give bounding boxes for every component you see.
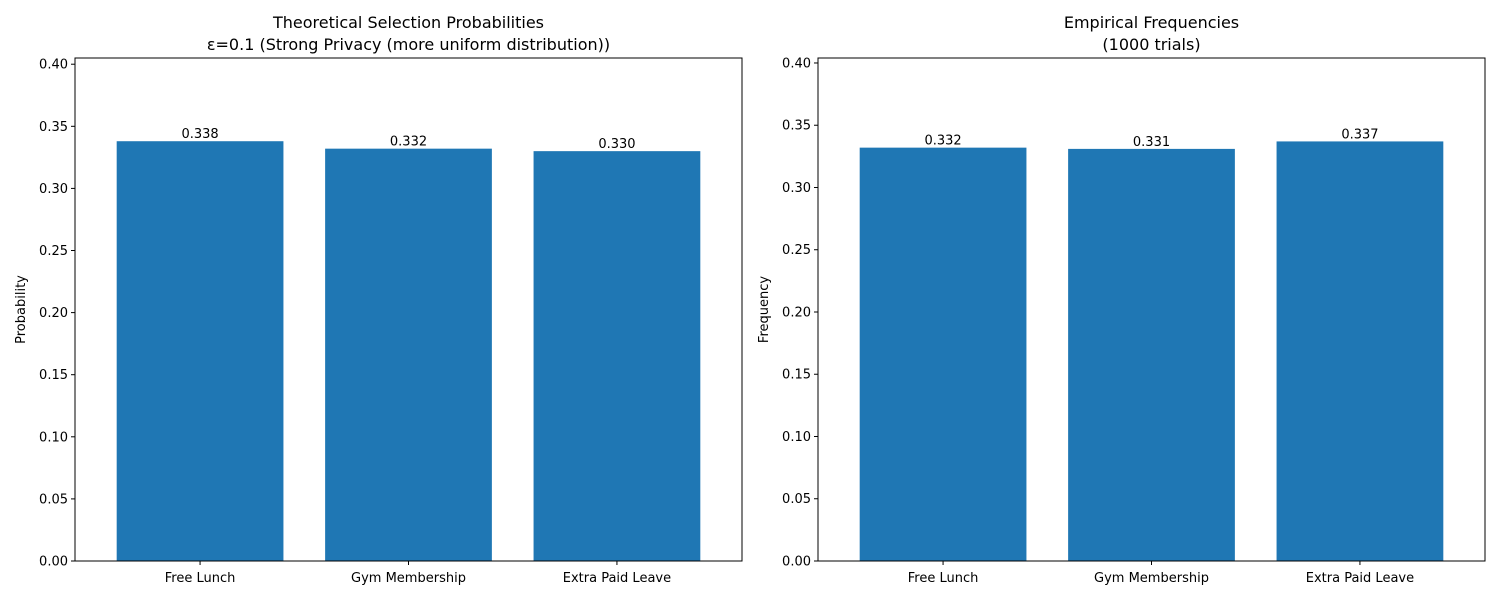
x-tick-label: Gym Membership bbox=[1094, 571, 1209, 586]
y-tick-label: 0.20 bbox=[782, 305, 811, 320]
bar-value-label: 0.330 bbox=[598, 137, 635, 152]
x-tick-label: Gym Membership bbox=[351, 571, 466, 586]
y-tick-label: 0.30 bbox=[782, 181, 811, 196]
y-tick-label: 0.35 bbox=[39, 120, 68, 135]
y-tick-label: 0.15 bbox=[782, 368, 811, 383]
bar bbox=[859, 147, 1027, 562]
bar-value-label: 0.331 bbox=[1133, 135, 1170, 150]
y-tick-label: 0.30 bbox=[39, 182, 68, 197]
y-tick-label: 0.05 bbox=[782, 492, 811, 507]
y-tick-label: 0.00 bbox=[782, 555, 811, 570]
y-tick-label: 0.10 bbox=[39, 430, 68, 445]
bar-value-label: 0.338 bbox=[181, 127, 218, 142]
y-tick-label: 0.25 bbox=[782, 243, 811, 258]
chart-title-line: ε=0.1 (Strong Privacy (more uniform dist… bbox=[207, 35, 610, 54]
y-tick-label: 0.20 bbox=[39, 306, 68, 321]
bar bbox=[325, 148, 492, 562]
bar bbox=[533, 151, 701, 562]
y-tick-label: 0.40 bbox=[39, 58, 68, 73]
y-axis-label: Probability bbox=[14, 275, 29, 344]
x-tick-label: Free Lunch bbox=[908, 571, 979, 586]
bar-value-label: 0.337 bbox=[1341, 127, 1378, 142]
y-tick-label: 0.10 bbox=[782, 430, 811, 445]
chart-empirical-frequencies: Empirical Frequencies (1000 trials) 0.332 0… bbox=[757, 13, 1486, 586]
y-tick-label: 0.15 bbox=[39, 368, 68, 383]
bar bbox=[116, 141, 284, 561]
chart-title-line: (1000 trials) bbox=[1102, 35, 1200, 54]
y-tick-label: 0.05 bbox=[39, 492, 68, 507]
bar bbox=[1068, 148, 1235, 561]
y-tick-label: 0.35 bbox=[782, 119, 811, 134]
y-axis-label: Frequency bbox=[757, 276, 772, 343]
chart-title-line: Theoretical Selection Probabilities bbox=[272, 13, 544, 32]
bar-value-label: 0.332 bbox=[924, 134, 961, 149]
bar-value-label: 0.332 bbox=[390, 135, 427, 150]
chart-theoretical-probabilities: Theoretical Selection Probabilities ε=0.1… bbox=[14, 13, 743, 586]
x-tick-label: Free Lunch bbox=[165, 571, 236, 586]
x-tick-label: Extra Paid Leave bbox=[1306, 571, 1414, 586]
y-tick-label: 0.40 bbox=[782, 56, 811, 71]
y-tick-label: 0.25 bbox=[39, 244, 68, 259]
x-tick-label: Extra Paid Leave bbox=[563, 571, 671, 586]
y-tick-label: 0.00 bbox=[39, 555, 68, 570]
bar bbox=[1276, 141, 1444, 561]
chart-title-line: Empirical Frequencies bbox=[1064, 13, 1239, 32]
